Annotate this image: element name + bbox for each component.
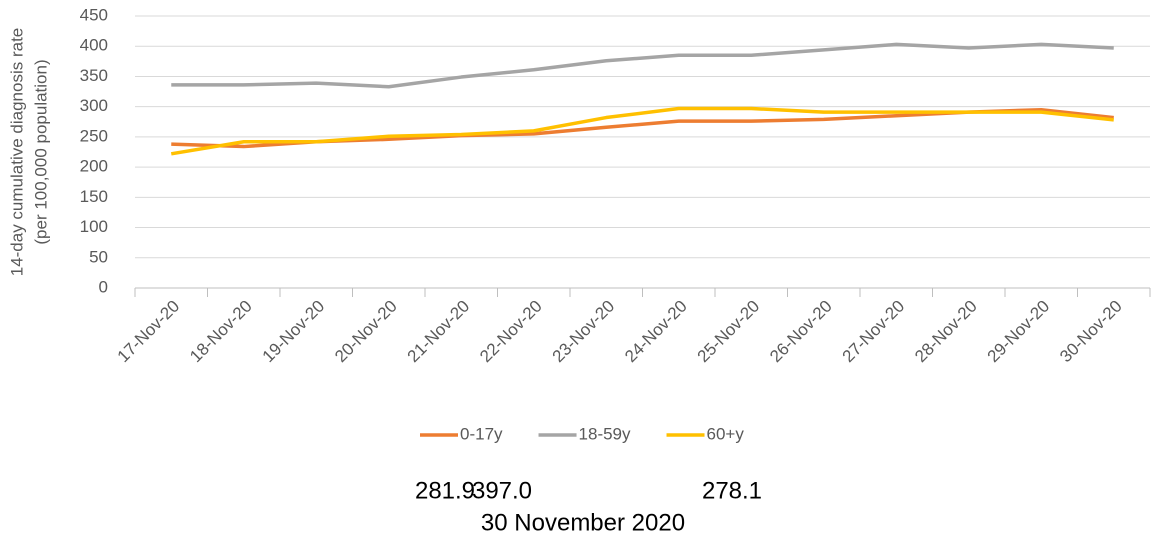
y-tick-label: 350 [80,66,108,85]
x-tick-label: 19-Nov-20 [259,297,329,367]
x-tick-label: 21-Nov-20 [404,297,474,367]
x-tick-label: 24-Nov-20 [621,297,691,367]
x-tick-label: 27-Nov-20 [839,297,909,367]
x-tick-label: 29-Nov-20 [984,297,1054,367]
x-tick-label: 26-Nov-20 [766,297,836,367]
y-axis-label: 14-day cumulative diagnosis rate [7,28,26,277]
legend-label: 60+y [707,424,745,443]
x-tick-label: 23-Nov-20 [549,297,619,367]
annotation: 30 November 2020 [481,509,685,536]
y-tick-label: 150 [80,187,108,206]
annotation: 278.1 [702,477,762,504]
x-tick-label: 22-Nov-20 [476,297,546,367]
y-tick-label: 400 [80,36,108,55]
y-tick-label: 50 [89,247,108,266]
legend-label: 0-17y [460,424,503,443]
series-line [170,106,1114,156]
x-tick-label: 30-Nov-20 [1056,297,1126,367]
y-tick-label: 250 [80,126,108,145]
y-tick-label: 200 [80,157,108,176]
annotation: 281.9 [415,477,475,504]
annotation: 397.0 [472,477,532,504]
y-tick-label: 300 [80,96,108,115]
y-tick-label: 100 [80,217,108,236]
x-tick-label: 18-Nov-20 [186,297,256,367]
y-tick-label: 0 [99,277,108,296]
series-line [171,42,1114,89]
legend-label: 18-59y [579,424,631,443]
y-axis-label: (per 100,000 population) [31,59,50,244]
x-tick-label: 25-Nov-20 [694,297,764,367]
x-tick-label: 20-Nov-20 [331,297,401,367]
x-tick-label: 28-Nov-20 [911,297,981,367]
x-tick-label: 17-Nov-20 [114,297,184,367]
y-tick-label: 450 [80,5,108,24]
